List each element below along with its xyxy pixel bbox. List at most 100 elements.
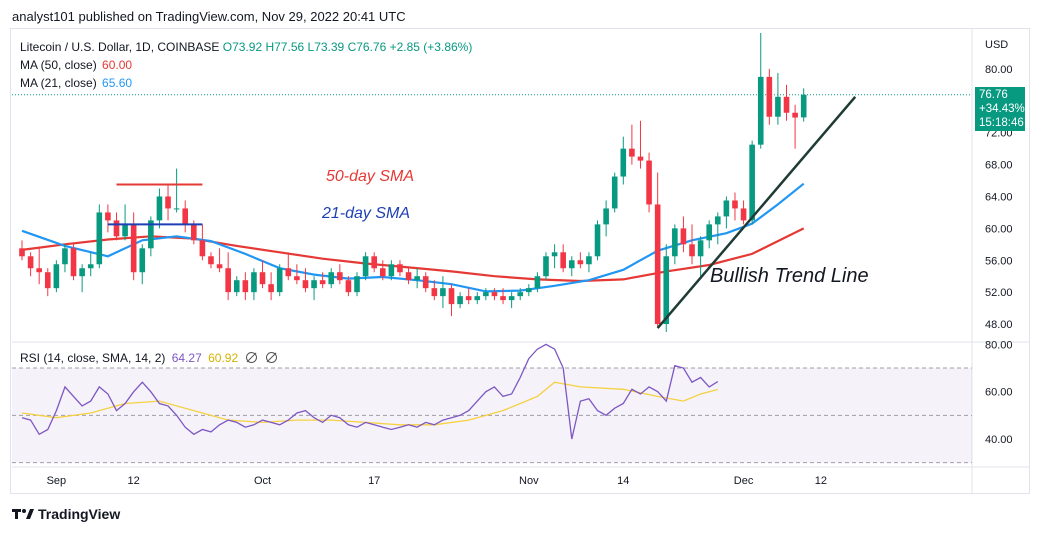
candle-body	[148, 220, 154, 249]
candle-body	[783, 96, 790, 113]
candle-body	[629, 148, 635, 157]
candle-body	[379, 268, 386, 277]
footer-brand[interactable]: TradingView	[12, 506, 120, 522]
candle-body	[79, 268, 85, 277]
candle-body	[122, 224, 128, 237]
candle-body	[345, 280, 352, 293]
candle-body	[474, 296, 481, 301]
candle-body	[165, 196, 171, 209]
symbol-legend: Litecoin / U.S. Dollar, 1D, COINBASE O73…	[20, 40, 472, 54]
time-tick-label: Dec	[734, 475, 754, 487]
ma21-value: 65.60	[102, 76, 133, 90]
time-tick-label: Oct	[254, 475, 271, 487]
candle-body	[130, 224, 137, 273]
candle-body	[560, 252, 566, 269]
candle-body	[723, 200, 730, 217]
candle-body	[44, 272, 51, 289]
candle-body	[388, 264, 395, 277]
price-tick-label: 52.00	[985, 287, 1013, 299]
candle-body	[431, 288, 438, 297]
candle-body	[680, 228, 687, 245]
rsi-label: RSI (14, close, SMA, 14, 2)	[20, 351, 166, 365]
candle-body	[225, 268, 231, 293]
candle-body	[603, 208, 609, 225]
bullish-trend-line[interactable]	[656, 95, 857, 329]
hidden-circle-icon[interactable]	[246, 352, 258, 363]
candle-body	[568, 260, 575, 269]
candle-body	[208, 256, 214, 265]
price-tick-label: 48.00	[985, 319, 1013, 331]
candle-body	[457, 296, 463, 305]
candle-body	[654, 204, 661, 325]
candle-body	[87, 264, 94, 269]
candle-body	[672, 228, 678, 257]
candle-body	[182, 208, 189, 225]
candle-body	[414, 276, 420, 281]
candle-body	[259, 272, 266, 285]
time-tick-label: 12	[815, 475, 827, 487]
candle-body	[276, 268, 283, 293]
currency-label: USD	[985, 39, 1008, 51]
candle-body	[577, 260, 584, 265]
time-tick-label: 12	[128, 475, 140, 487]
sma21-annotation: 21-day SMA	[322, 205, 411, 222]
candle-body	[337, 272, 343, 281]
candle-body	[96, 212, 103, 265]
candle-body	[483, 292, 489, 297]
hidden-circle-icon[interactable]	[265, 352, 277, 363]
open-value: O73.92	[222, 40, 263, 54]
price-tick-label: 68.00	[985, 160, 1013, 172]
candle-body	[27, 256, 34, 269]
candle-body	[491, 292, 498, 297]
ma50-value: 60.00	[102, 58, 133, 72]
ma21-label: MA (21, close)	[20, 76, 97, 90]
candle-body	[354, 276, 360, 293]
rsi-legend: RSI (14, close, SMA, 14, 2) 64.27 60.92	[20, 351, 277, 365]
rsi-tick-label: 60.00	[985, 387, 1013, 399]
candle-body	[663, 256, 670, 325]
candle-body	[422, 276, 429, 289]
high-value: H77.56	[265, 40, 305, 54]
last-price-tag: 76.76 +34.43% 15:18:46	[975, 87, 1025, 131]
candle-body	[766, 76, 773, 117]
candle-body	[508, 296, 515, 301]
time-tick-label: 17	[368, 475, 380, 487]
candle-body	[646, 160, 652, 205]
candle-body	[740, 208, 747, 221]
last-price: 76.76	[979, 89, 1008, 101]
candle-body	[543, 256, 549, 277]
candle-body	[233, 280, 240, 293]
candle-body	[173, 208, 180, 210]
ma50-label: MA (50, close)	[20, 58, 97, 72]
publish-header: analyst101 published on TradingView.com,…	[12, 9, 406, 24]
candle-body	[191, 224, 197, 241]
candle-body	[216, 264, 223, 269]
candle-body	[757, 76, 764, 145]
price-tick-label: 80.00	[985, 64, 1013, 76]
price-change-percent: +34.43%	[979, 103, 1025, 115]
rsi-tick-label: 80.00	[985, 339, 1013, 351]
candle-body	[697, 240, 704, 257]
candle-body	[156, 196, 163, 221]
candle-body	[53, 264, 60, 289]
candle-body	[517, 292, 524, 297]
candle-body	[526, 288, 532, 293]
ma21-legend: MA (21, close) 65.60	[20, 76, 132, 90]
change-value: +2.85 (+3.86%)	[389, 40, 473, 54]
candle-body	[440, 288, 446, 297]
candle-body	[637, 156, 644, 161]
candle-body	[792, 112, 798, 118]
rsi-sma-line	[21, 381, 718, 426]
candle-body	[749, 144, 755, 221]
candle-body	[714, 216, 721, 225]
candle-body	[70, 248, 77, 277]
tradingview-logo-icon	[12, 507, 34, 521]
sma50-annotation: 50-day SMA	[326, 168, 415, 185]
candle-body	[199, 240, 206, 257]
time-tick-label: Sep	[47, 475, 67, 487]
close-value: C76.76	[347, 40, 387, 54]
candle-body	[251, 272, 257, 293]
rsi-sma-value: 60.92	[208, 351, 239, 365]
candle-body	[319, 280, 326, 285]
